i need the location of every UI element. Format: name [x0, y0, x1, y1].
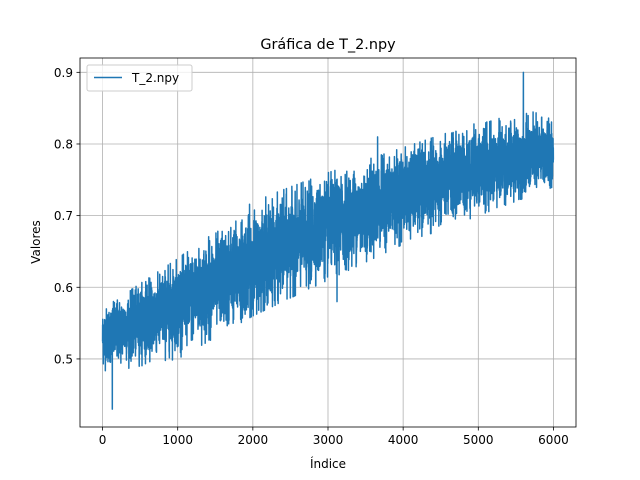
x-tick-label: 4000 [388, 433, 419, 447]
x-tick-label: 2000 [238, 433, 269, 447]
x-axis-ticks: 0 1000 2000 3000 4000 5000 6000 [99, 427, 569, 447]
chart-title: Gráfica de T_2.npy [260, 37, 396, 53]
x-tick-label: 0 [99, 433, 107, 447]
legend-label-t2: T_2.npy [131, 71, 179, 85]
legend: T_2.npy [86, 64, 193, 92]
y-axis-label: Valores [29, 220, 43, 264]
x-tick-label: 5000 [463, 433, 494, 447]
x-axis-label: Índice [310, 456, 346, 471]
x-tick-label: 3000 [313, 433, 344, 447]
x-tick-label: 6000 [538, 433, 569, 447]
y-tick-label: 0.5 [54, 352, 73, 366]
y-tick-label: 0.8 [54, 137, 73, 151]
x-tick-label: 1000 [162, 433, 193, 447]
y-tick-label: 0.6 [54, 281, 73, 295]
series-t2-line [101, 71, 555, 410]
y-tick-label: 0.7 [54, 209, 73, 223]
y-tick-label: 0.9 [54, 66, 73, 80]
y-axis-ticks: 0.5 0.6 0.7 0.8 0.9 [54, 66, 80, 366]
series-line-t2 [101, 71, 555, 410]
legend-box [86, 64, 193, 92]
